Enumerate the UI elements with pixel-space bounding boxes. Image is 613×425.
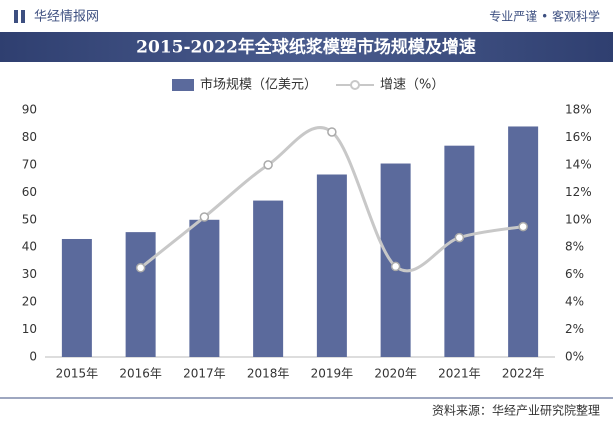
legend-swatch	[350, 80, 360, 90]
y-tick-label: 30	[22, 267, 37, 281]
y2-tick-label: 8%	[565, 240, 584, 254]
x-tick-label: 2020年	[374, 367, 417, 381]
y2-tick-label: 18%	[565, 103, 592, 117]
logo-bar	[14, 10, 18, 23]
line-point	[135, 263, 146, 273]
y2-tick-label: 4%	[565, 295, 584, 309]
line-point	[390, 261, 401, 272]
legend-label: 市场规模（亿美元）	[200, 77, 317, 93]
bar	[61, 238, 92, 357]
y-tick-label: 0	[29, 350, 37, 364]
x-tick-label: 2018年	[247, 367, 290, 381]
brand: 华经情报网	[34, 10, 99, 25]
x-tick-label: 2015年	[56, 367, 99, 381]
y2-tick-label: 14%	[565, 157, 592, 171]
legend-swatch	[172, 79, 194, 91]
title-band	[0, 32, 613, 62]
x-tick-label: 2019年	[311, 367, 354, 381]
y2-tick-label: 12%	[565, 185, 592, 199]
y-tick-label: 60	[22, 185, 37, 199]
legend-label: 增速（%）	[380, 78, 444, 93]
x-tick-label: 2017年	[183, 367, 226, 381]
y2-tick-label: 0%	[565, 350, 584, 364]
line-point	[454, 232, 465, 243]
line-point	[263, 160, 273, 170]
chart-title: 2015-2022年全球纸浆模塑市场规模及增速	[136, 37, 476, 58]
x-tick-label: 2021年	[438, 367, 481, 381]
bar	[125, 232, 156, 357]
bar	[380, 163, 411, 357]
line-point	[199, 212, 210, 222]
bar	[189, 219, 220, 357]
y-tick-label: 90	[22, 103, 37, 117]
line-point	[518, 221, 528, 232]
bar	[253, 200, 284, 357]
x-tick-label: 2016年	[119, 367, 162, 381]
y2-tick-label: 6%	[565, 267, 584, 281]
bar	[444, 145, 475, 357]
bar	[508, 126, 539, 357]
y-tick-label: 70	[22, 157, 37, 171]
bar	[316, 174, 347, 357]
line-point	[327, 127, 337, 137]
y-tick-label: 80	[22, 130, 37, 144]
y-tick-label: 50	[22, 212, 37, 226]
x-tick-label: 2022年	[502, 367, 545, 381]
y-tick-label: 20	[22, 295, 37, 309]
y2-tick-label: 2%	[565, 322, 584, 336]
y-tick-label: 40	[22, 240, 37, 254]
y2-tick-label: 10%	[565, 212, 592, 226]
slogan: 专业严谨 • 客观科学	[489, 9, 600, 24]
logo-bar	[21, 10, 25, 23]
source: 资料来源：华经产业研究院整理	[432, 403, 600, 418]
y2-tick-label: 16%	[565, 130, 592, 144]
y-tick-label: 10	[22, 322, 37, 336]
